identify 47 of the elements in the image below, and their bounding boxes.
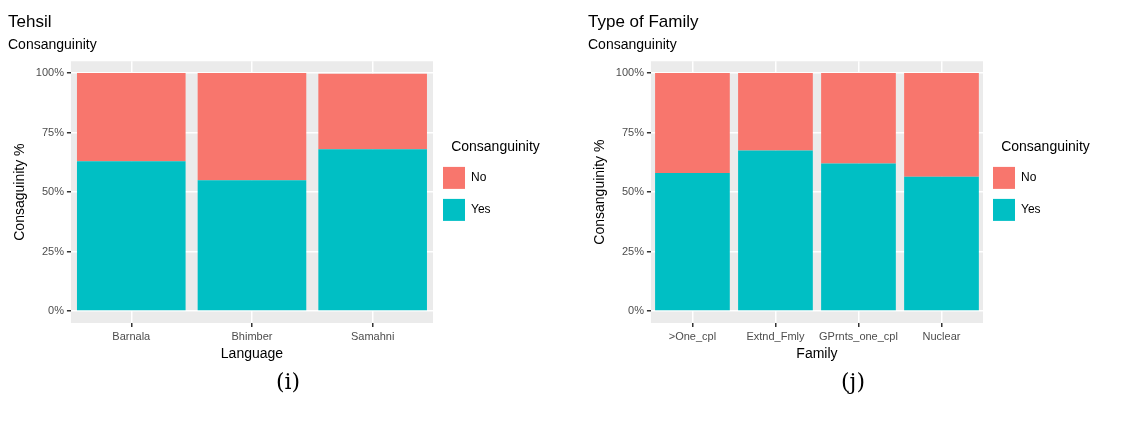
x-tick-label: Nuclear <box>922 329 961 342</box>
x-axis-title: Language <box>220 345 284 362</box>
y-tick-label: 25% <box>621 244 645 257</box>
x-tick-label: >One_cpl <box>668 329 717 342</box>
legend-title: Consanguinity <box>1001 137 1090 154</box>
x-tick-label: GPrnts_one_cpl <box>819 329 898 342</box>
bar <box>655 173 730 311</box>
y-tick-label: 75% <box>621 125 645 138</box>
bar <box>821 163 896 311</box>
chart-subtitle: Consanguinity <box>588 35 677 52</box>
y-tick-label: 25% <box>41 244 65 257</box>
legend-label: No <box>1021 170 1037 185</box>
bar <box>318 73 427 150</box>
bar <box>76 73 186 162</box>
y-axis-title: Consanguinity % <box>591 139 608 245</box>
text: (j) <box>841 369 865 394</box>
y-tick-label: 0% <box>48 304 65 317</box>
chart-subtitle: Consanguinity <box>8 35 97 52</box>
y-tick-label: 75% <box>41 125 65 138</box>
y-axis-title: Consaguinity % <box>11 143 28 241</box>
y-tick-label: 100% <box>615 66 645 79</box>
bar <box>821 73 896 164</box>
x-tick-label: Samahni <box>350 329 395 342</box>
legend-label: Yes <box>471 202 491 217</box>
y-tick-label: 50% <box>621 185 645 198</box>
x-tick-label: Bhimber <box>231 329 273 342</box>
x-axis-title: Family <box>796 345 838 362</box>
y-tick-label: 100% <box>35 66 65 79</box>
bar <box>738 73 813 151</box>
bar <box>318 149 427 311</box>
chart-title: Type of Family <box>588 11 700 31</box>
y-tick-label: 0% <box>628 304 645 317</box>
bar <box>904 176 979 311</box>
bar <box>76 161 186 311</box>
bar <box>197 73 307 181</box>
chart-title: Tehsil <box>8 11 52 31</box>
legend-label: Yes <box>1021 202 1041 217</box>
bar <box>904 73 979 177</box>
legend-title: Consanguinity <box>451 137 540 154</box>
text: (i) <box>275 369 301 394</box>
x-tick-label: Extnd_Fmly <box>746 329 805 342</box>
bar <box>655 73 730 174</box>
bar <box>738 150 813 311</box>
y-tick-label: 50% <box>41 185 65 198</box>
x-tick-label: Barnala <box>112 329 152 342</box>
bar <box>197 180 307 311</box>
legend-label: No <box>471 170 487 185</box>
